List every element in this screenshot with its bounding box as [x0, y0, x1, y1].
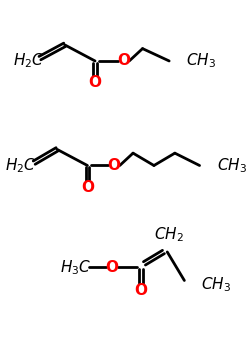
Text: $CH_3$: $CH_3$ — [217, 156, 247, 175]
Text: O: O — [108, 158, 120, 173]
Text: $CH_2$: $CH_2$ — [154, 225, 184, 244]
Text: O: O — [134, 284, 147, 299]
Text: $H_2C$: $H_2C$ — [5, 156, 36, 175]
Text: O: O — [106, 260, 119, 275]
Text: $H_3C$: $H_3C$ — [60, 258, 92, 276]
Text: $CH_3$: $CH_3$ — [186, 51, 216, 70]
Text: O: O — [81, 180, 94, 195]
Text: $CH_3$: $CH_3$ — [202, 275, 232, 294]
Text: O: O — [88, 75, 102, 90]
Text: $H_2C$: $H_2C$ — [13, 51, 44, 70]
Text: O: O — [117, 54, 130, 69]
